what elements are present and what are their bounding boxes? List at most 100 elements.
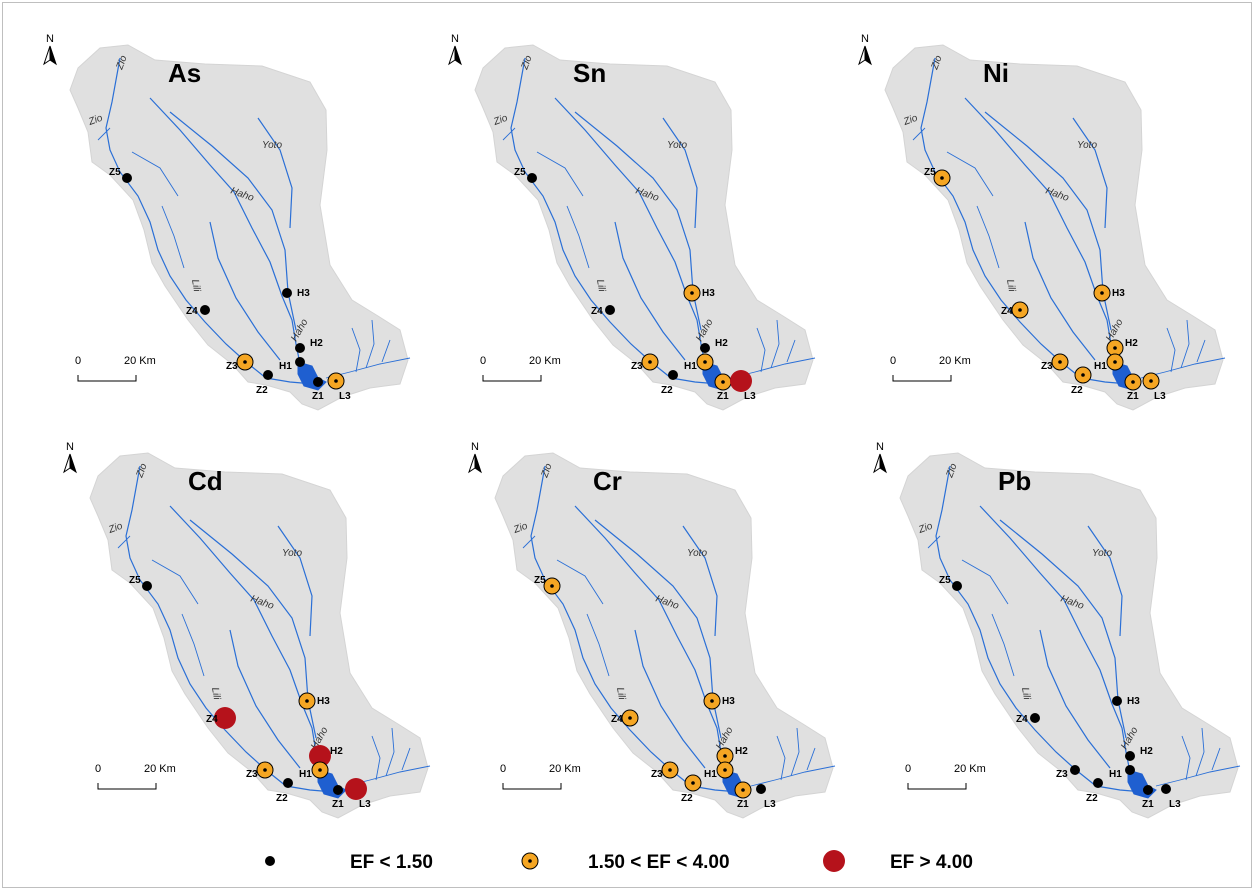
scale-bar: 0 20 Km [905,763,986,790]
north-arrow-icon: N [63,441,77,474]
river-line [586,613,610,677]
site-h1: H1 [684,353,714,372]
site-label: H2 [330,746,343,757]
river-label: Zio [491,113,509,129]
site-label: H1 [1109,769,1122,780]
river-line [1181,735,1191,781]
site-l3: L3 [327,372,351,402]
site-z1: Z1 [714,373,732,402]
north-arrow-icon: N [43,33,57,66]
legend-label: EF > 4.00 [890,852,973,873]
river-label: Zio [539,462,555,480]
river-line [1024,221,1096,361]
site-h2: H2 [309,745,343,767]
scale-zero: 0 [500,763,506,775]
basin-area [494,452,834,819]
site-z2: Z2 [256,370,273,396]
river-label: Lili [209,687,222,702]
site-h3: H3 [1112,696,1140,707]
site-label: Z1 [1142,799,1154,810]
north-label: N [66,441,74,453]
river-line [566,205,590,269]
site-z1: Z1 [734,781,752,810]
panel-title: As [168,58,201,88]
river-line [117,535,131,549]
site-label: H3 [702,288,715,299]
site-label: Z2 [661,385,673,396]
north-label: N [46,33,54,45]
scale-bar: 0 20 Km [480,355,561,382]
river-line [991,613,1015,677]
site-z1: Z1 [332,785,344,810]
site-label: Z4 [186,306,198,317]
site-label: H1 [279,361,292,372]
river-line [946,151,994,197]
site-h1: H1 [279,357,305,372]
north-label: N [451,33,459,45]
site-z1: Z1 [1124,373,1142,402]
site-z5: Z5 [109,167,132,183]
scale-zero: 0 [890,355,896,367]
site-label: Z3 [1056,769,1068,780]
river-line [371,735,381,781]
panel-title: Sn [573,58,606,88]
site-label: H2 [310,338,323,349]
river-line [806,747,816,771]
site-h3: H3 [282,288,310,299]
river-line [131,151,179,197]
river-label: Zio [114,54,130,72]
site-z5: Z5 [924,167,951,187]
river-label: Lili [1019,687,1032,702]
river-label: Yoto [1077,140,1097,151]
site-label: Z3 [246,769,258,780]
scale-distance: 20 Km [939,355,971,367]
scale-zero: 0 [95,763,101,775]
river-line [125,465,335,793]
site-z4: Z4 [206,707,236,729]
site-label: H3 [1127,696,1140,707]
river-label: Lili [614,687,627,702]
legend-label: EF < 1.50 [350,852,433,873]
river-line [257,117,293,229]
site-label: Z5 [939,575,951,586]
site-h1: H1 [704,761,734,780]
river-label: Yoto [1092,548,1112,559]
site-h2: H2 [1106,338,1138,357]
site-label: H2 [1125,338,1138,349]
site-z2: Z2 [276,778,293,804]
river-label: Zio [929,54,945,72]
site-label: H3 [297,288,310,299]
site-l3: L3 [730,370,756,402]
site-z2: Z2 [681,774,702,804]
north-label: N [861,33,869,45]
river-label: Zio [86,113,104,129]
river-line [1166,327,1176,373]
north-arrow-icon: N [448,33,462,66]
river-line [634,629,706,769]
site-label: Z2 [1086,793,1098,804]
site-h1: H1 [1109,765,1135,780]
legend-item-low: EF < 1.50 [265,852,433,873]
site-label: Z3 [631,361,643,372]
site-z3: Z3 [226,353,254,372]
river-line [97,127,111,141]
site-label: Z4 [591,306,603,317]
river-line [964,97,1116,365]
site-z4: Z4 [186,305,210,317]
river-line [522,535,536,549]
site-z5: Z5 [939,575,962,591]
river-line [1155,765,1241,787]
site-label: L3 [1169,799,1181,810]
scale-bar: 0 20 Km [500,763,581,790]
river-line [790,727,800,777]
site-label: H2 [1140,746,1153,757]
north-arrow-icon: N [468,441,482,474]
site-l3: L3 [1142,372,1166,402]
site-label: Z5 [534,575,546,586]
north-label: N [876,441,884,453]
north-arrow-icon: N [873,441,887,474]
river-label: Lili [1004,279,1017,294]
